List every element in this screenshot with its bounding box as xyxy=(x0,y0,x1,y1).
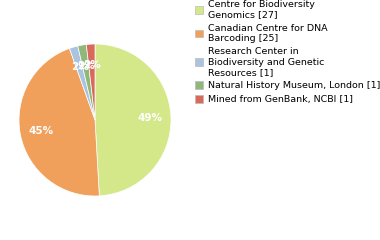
Wedge shape xyxy=(95,44,171,196)
Wedge shape xyxy=(70,46,95,120)
Wedge shape xyxy=(78,44,95,120)
Text: 49%: 49% xyxy=(137,114,162,123)
Wedge shape xyxy=(86,44,95,120)
Text: 2%: 2% xyxy=(71,62,89,72)
Text: 2%: 2% xyxy=(83,60,101,70)
Text: 45%: 45% xyxy=(29,126,54,136)
Legend: Centre for Biodiversity
Genomics [27], Canadian Centre for DNA
Barcoding [25], R: Centre for Biodiversity Genomics [27], C… xyxy=(195,0,380,104)
Text: 2%: 2% xyxy=(77,61,95,71)
Wedge shape xyxy=(19,48,99,196)
